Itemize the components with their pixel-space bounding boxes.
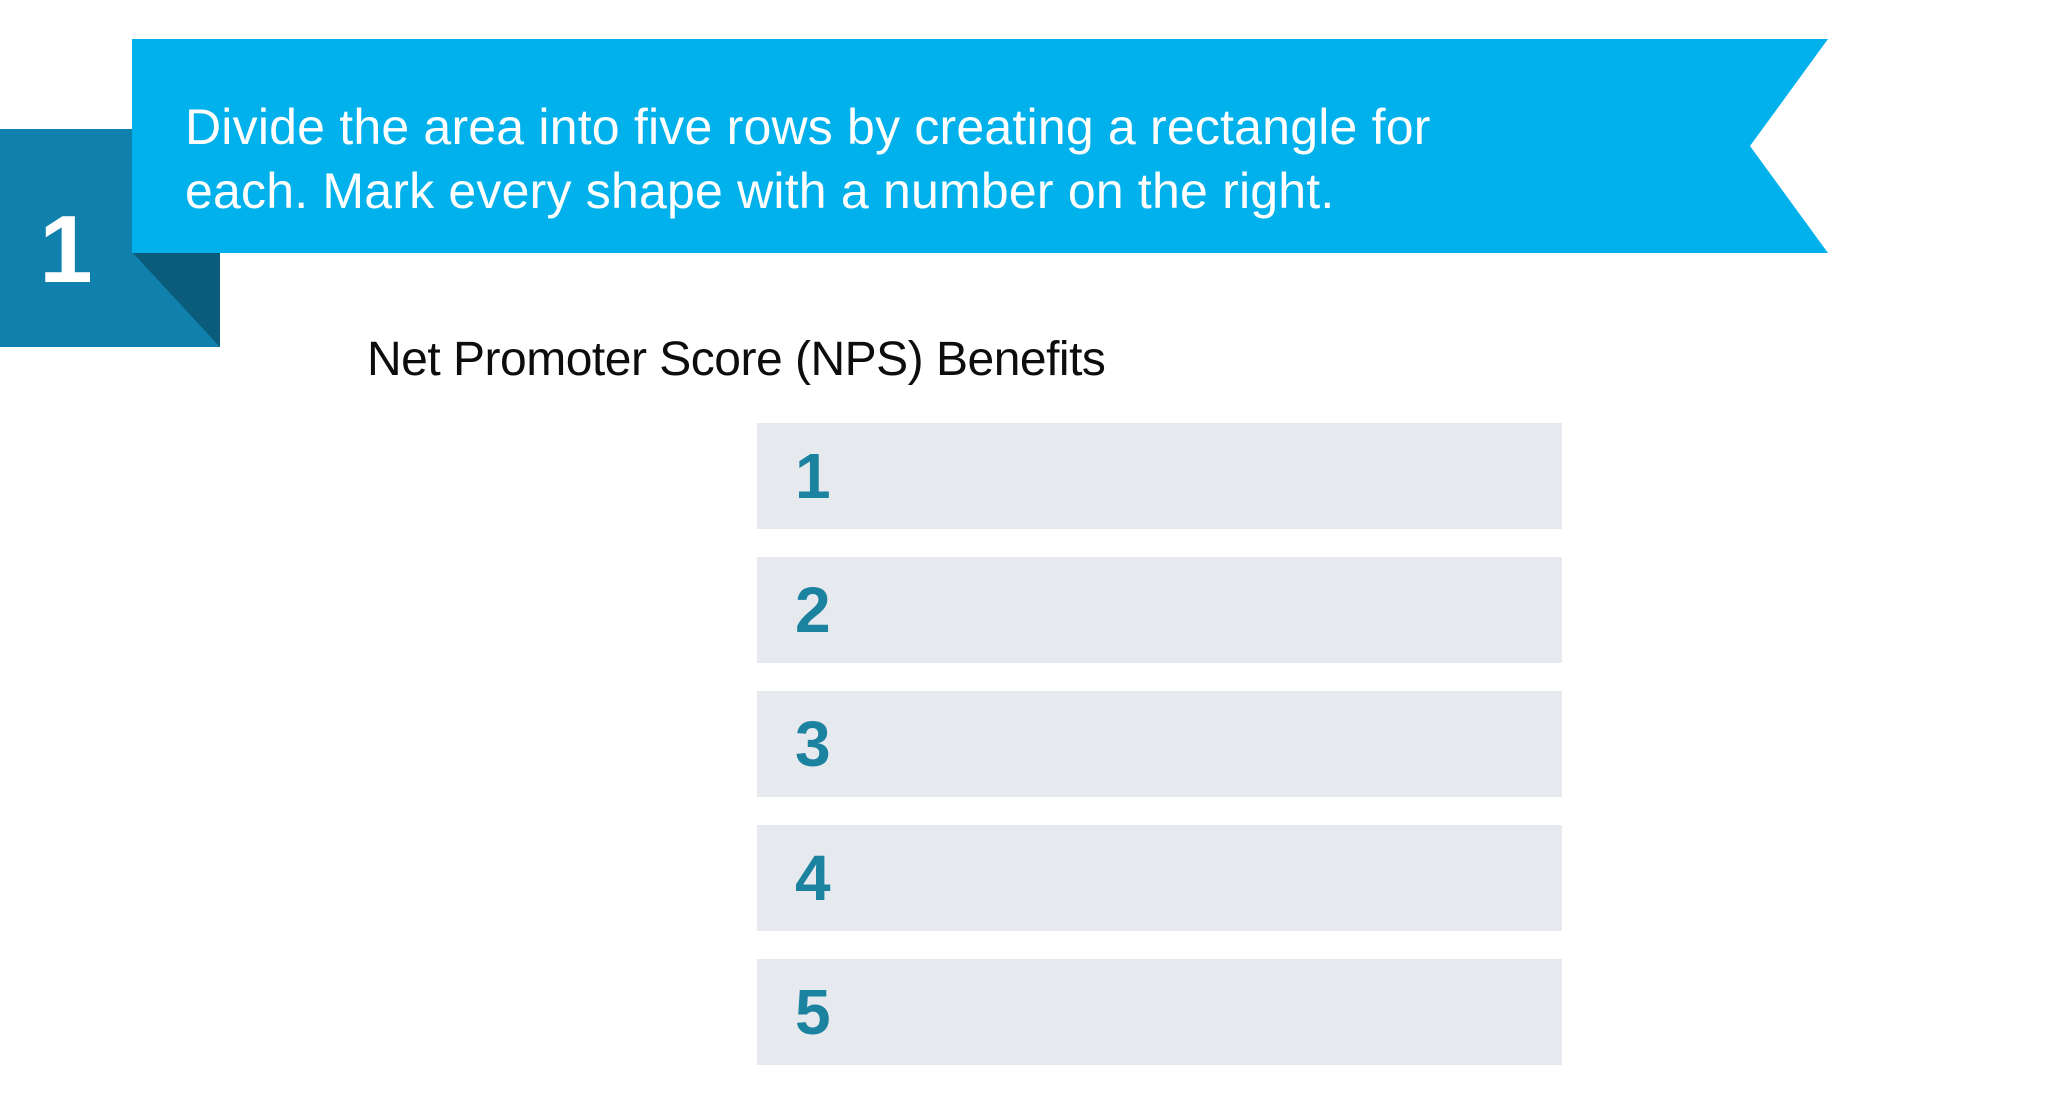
instruction-line-1: Divide the area into five rows by creati… bbox=[185, 99, 1431, 155]
instruction-banner-ribbon: Divide the area into five rows by creati… bbox=[132, 39, 1828, 253]
instruction-text: Divide the area into five rows by creati… bbox=[185, 95, 1431, 223]
row-number-2: 2 bbox=[795, 574, 831, 646]
row-rectangle-5[interactable]: 5 bbox=[757, 959, 1562, 1065]
rows-container: 1 2 3 4 5 bbox=[757, 423, 1562, 1093]
row-number-5: 5 bbox=[795, 976, 831, 1048]
row-rectangle-1[interactable]: 1 bbox=[757, 423, 1562, 529]
row-rectangle-2[interactable]: 2 bbox=[757, 557, 1562, 663]
row-number-4: 4 bbox=[795, 842, 831, 914]
row-number-1: 1 bbox=[795, 440, 831, 512]
step-number: 1 bbox=[39, 196, 93, 303]
list-title: Net Promoter Score (NPS) Benefits bbox=[367, 333, 1106, 386]
instruction-line-2: each. Mark every shape with a number on … bbox=[185, 163, 1335, 219]
row-number-3: 3 bbox=[795, 708, 831, 780]
row-rectangle-4[interactable]: 4 bbox=[757, 825, 1562, 931]
row-rectangle-3[interactable]: 3 bbox=[757, 691, 1562, 797]
